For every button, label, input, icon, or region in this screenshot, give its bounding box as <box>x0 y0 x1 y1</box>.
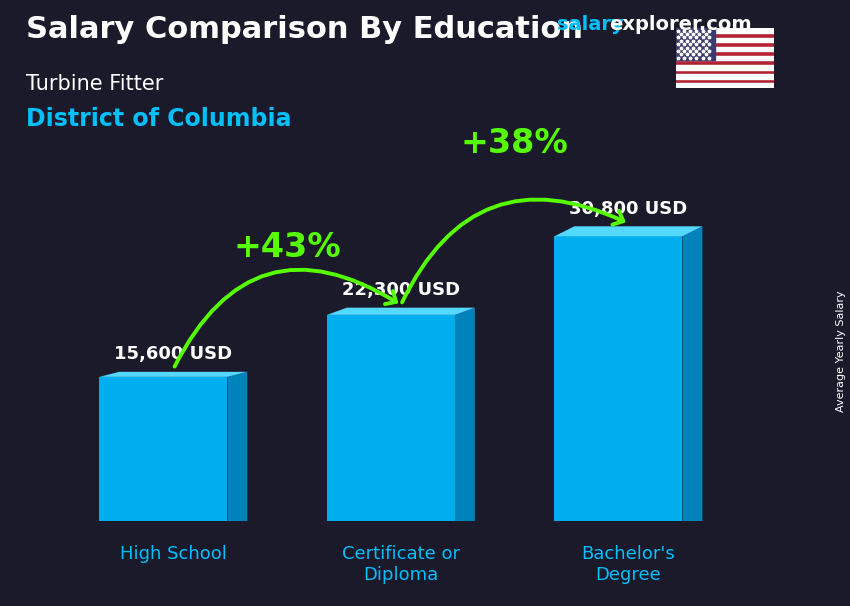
Text: Salary Comparison By Education: Salary Comparison By Education <box>26 15 582 44</box>
Text: 22,300 USD: 22,300 USD <box>342 281 460 299</box>
Text: Average Yearly Salary: Average Yearly Salary <box>836 291 846 412</box>
Polygon shape <box>227 372 247 521</box>
Polygon shape <box>554 226 702 236</box>
Polygon shape <box>327 315 455 521</box>
Bar <box>676 38 774 42</box>
Text: +38%: +38% <box>461 127 569 160</box>
Text: salary: salary <box>557 15 624 34</box>
Bar <box>676 56 774 61</box>
Bar <box>676 74 774 79</box>
Text: 30,800 USD: 30,800 USD <box>570 200 688 218</box>
Text: explorer.com: explorer.com <box>609 15 752 34</box>
Text: Bachelor's
Degree: Bachelor's Degree <box>581 545 675 584</box>
Polygon shape <box>554 236 683 521</box>
Text: +43%: +43% <box>233 231 341 264</box>
Text: Certificate or
Diploma: Certificate or Diploma <box>342 545 460 584</box>
Polygon shape <box>683 226 702 521</box>
Text: High School: High School <box>120 545 227 563</box>
Bar <box>676 47 774 52</box>
Bar <box>676 65 774 70</box>
Polygon shape <box>99 377 227 521</box>
Bar <box>676 28 774 33</box>
Text: 15,600 USD: 15,600 USD <box>114 345 232 364</box>
Polygon shape <box>99 372 247 377</box>
Bar <box>676 28 715 61</box>
Bar <box>676 83 774 88</box>
Polygon shape <box>455 308 475 521</box>
Text: District of Columbia: District of Columbia <box>26 107 291 132</box>
Text: Turbine Fitter: Turbine Fitter <box>26 74 163 94</box>
Polygon shape <box>327 308 475 315</box>
